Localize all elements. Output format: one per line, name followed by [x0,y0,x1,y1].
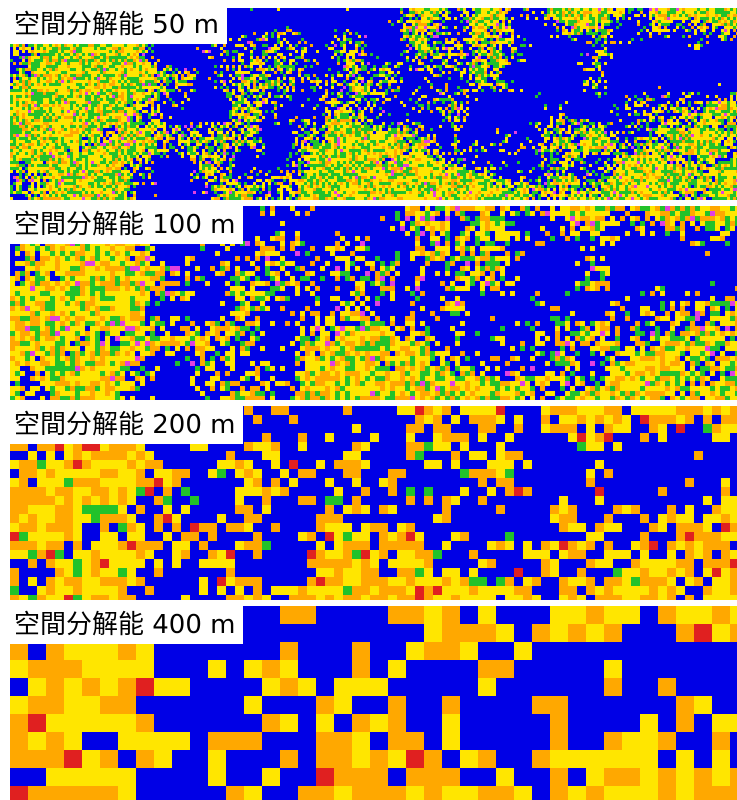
maps [0,0,737,800]
panel-label: 空間分解能 100 m [8,206,243,244]
panel-label: 空間分解能 50 m [8,6,227,44]
figure: 空間分解能 50 m 空間分解能 100 m 空間分解能 200 m 空間分解能… [0,0,737,800]
panel-label: 空間分解能 200 m [8,406,243,444]
panel-label: 空間分解能 400 m [8,606,243,644]
